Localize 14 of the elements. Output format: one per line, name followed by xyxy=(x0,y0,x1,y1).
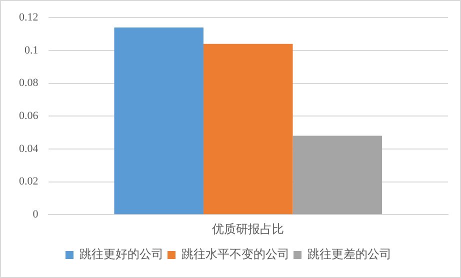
y-tick-label: 0.04 xyxy=(19,142,39,155)
y-tick-label: 0.1 xyxy=(24,44,38,56)
y-tick-label: 0.08 xyxy=(19,77,39,90)
y-tick-label: 0 xyxy=(32,208,39,220)
bar xyxy=(114,27,204,214)
y-tick-label: 0.06 xyxy=(19,110,39,122)
bar xyxy=(203,44,293,214)
x-tick-label: 优质研报占比 xyxy=(212,222,284,236)
bar xyxy=(292,136,382,214)
y-tick-label: 0.02 xyxy=(19,176,38,188)
legend-label: 跳往更好的公司 xyxy=(80,247,164,262)
y-tick-label: 0.12 xyxy=(19,11,38,24)
legend-label: 跳往水平不变的公司 xyxy=(182,247,290,262)
legend-label: 跳往更差的公司 xyxy=(308,247,392,262)
